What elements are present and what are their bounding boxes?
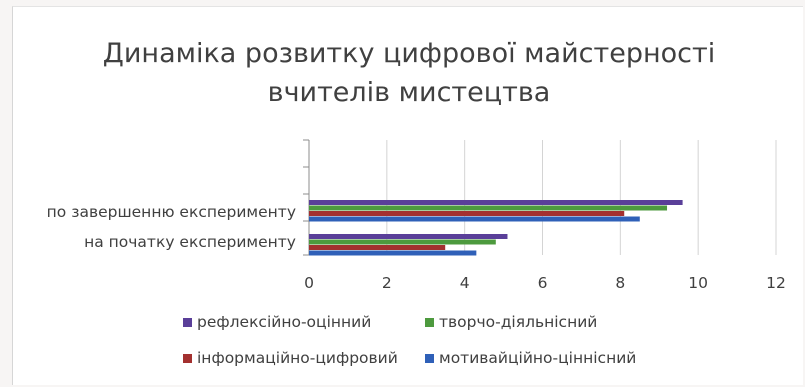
bars (309, 200, 683, 256)
bar-before-4 (309, 250, 477, 256)
bar-after-1 (309, 200, 683, 205)
bar-after-2 (309, 205, 668, 211)
chart-title-line-1: Динаміка розвитку цифрової майстерності (103, 38, 715, 69)
category-labels: по завершенню експерименту на початку екс… (47, 203, 296, 251)
legend-label-3: інформаційно-цифровий (197, 349, 398, 367)
category-label-2: на початку експерименту (84, 233, 296, 251)
legend-swatch-4 (425, 354, 434, 363)
bar-after-3 (309, 211, 625, 216)
x-tick-labels: 0 2 4 6 8 10 12 (304, 274, 786, 292)
legend: рефлексійно-оцінний творчо-діяльнісний інф… (183, 313, 636, 367)
x-tick-label-6: 6 (538, 274, 548, 292)
legend-label-1: рефлексійно-оцінний (197, 313, 371, 331)
x-tick-label-8: 8 (615, 274, 625, 292)
chart-frame: Динаміка розвитку цифрової майстерності в… (12, 6, 803, 385)
x-tick-label-0: 0 (304, 274, 314, 292)
chart-title: Динаміка розвитку цифрової майстерності в… (103, 38, 715, 108)
legend-swatch-1 (183, 318, 192, 327)
legend-swatch-2 (425, 318, 434, 327)
x-tick-label-2: 2 (382, 274, 392, 292)
x-tick-label-4: 4 (460, 274, 470, 292)
legend-label-4: мотивайційно-ціннісний (439, 349, 636, 367)
legend-swatch-3 (183, 354, 192, 363)
bar-chart: Динаміка розвитку цифрової майстерності в… (47, 38, 786, 367)
legend-label-2: творчо-діяльнісний (439, 313, 597, 331)
x-tick-label-12: 12 (766, 274, 786, 292)
chart-title-line-2: вчителів мистецтва (268, 77, 551, 108)
bar-before-2 (309, 239, 496, 245)
bar-before-1 (309, 234, 508, 239)
x-tick-label-10: 10 (688, 274, 708, 292)
category-label-1: по завершенню експерименту (47, 203, 296, 221)
y-axis (303, 139, 310, 256)
bar-before-3 (309, 245, 446, 250)
bar-after-4 (309, 216, 640, 222)
